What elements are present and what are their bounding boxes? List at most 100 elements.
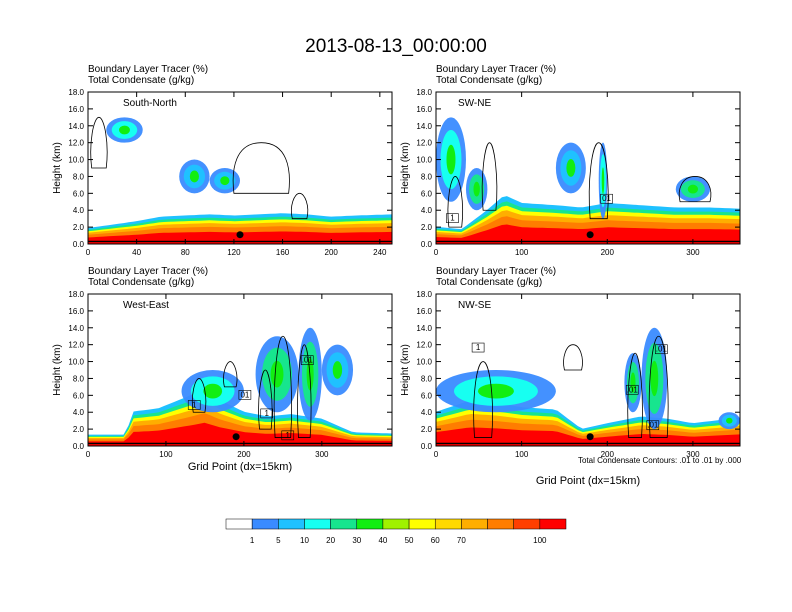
contour-label-box-1 xyxy=(238,390,252,400)
y-tick-label-2: 4.0 xyxy=(421,408,433,417)
subtitle-condensate: Total Condensate (g/kg) xyxy=(436,75,542,86)
condensate-contour-0 xyxy=(90,116,108,169)
plume-center-3 xyxy=(726,417,733,424)
plume-center-2 xyxy=(650,360,659,397)
colorbar-swatch-3 xyxy=(304,518,331,530)
condensate-contour-2 xyxy=(627,352,643,438)
contour-label-0: 1 xyxy=(450,214,455,223)
y-tick-label-5: 10.0 xyxy=(416,156,432,165)
condensate-contour-2 xyxy=(258,369,273,430)
colorbar-label-0: 1 xyxy=(250,536,255,545)
colorbar-swatch-0 xyxy=(225,518,253,530)
x-tick-label-5: 200 xyxy=(325,248,339,257)
colorbar-swatch-12 xyxy=(539,518,567,530)
y-tick-label-3: 6.0 xyxy=(421,189,433,198)
x-tick-label-0: 0 xyxy=(434,450,439,459)
y-tick-label-7: 14.0 xyxy=(68,122,84,131)
colorbar-swatch-1 xyxy=(251,518,279,530)
x-tick-label-1: 100 xyxy=(515,450,529,459)
plume-center-1 xyxy=(189,170,199,183)
x-tick-label-1: 100 xyxy=(515,248,529,257)
colorbar-swatch-10 xyxy=(487,518,514,530)
condensate-contour-4 xyxy=(297,344,312,438)
tracer-field: 1 01 1 .01 1 xyxy=(88,327,392,446)
condensate-contour-1 xyxy=(481,142,498,211)
subtitle-tracer: Boundary Layer Tracer (%) xyxy=(88,266,208,277)
y-tick-label-1: 2.0 xyxy=(73,223,85,232)
x-tick-label-2: 200 xyxy=(237,450,251,459)
plume-center-0 xyxy=(203,383,223,399)
tracer-layer-5 xyxy=(436,427,740,446)
panel-label: South-North xyxy=(123,98,177,109)
plot-frame xyxy=(87,91,393,245)
plot-frame xyxy=(435,293,741,447)
y-axis-label: Height (km) xyxy=(52,142,63,194)
y-tick-label-1: 2.0 xyxy=(421,223,433,232)
subtitle-condensate: Total Condensate (g/kg) xyxy=(88,277,194,288)
y-tick-label-5: 10.0 xyxy=(68,358,84,367)
y-tick-label-6: 12.0 xyxy=(416,341,432,350)
y-axis-label: Height (km) xyxy=(52,344,63,396)
x-tick-label-0: 0 xyxy=(86,248,91,257)
y-tick-label-8: 16.0 xyxy=(68,105,84,114)
condensate-contour-2 xyxy=(291,192,309,220)
plot-frame xyxy=(87,293,393,447)
contour-label-2: 1 xyxy=(264,409,269,418)
y-tick-label-3: 6.0 xyxy=(73,189,85,198)
y-tick-label-0: 0.0 xyxy=(421,240,433,249)
x-tick-label-2: 80 xyxy=(181,248,190,257)
y-tick-label-4: 8.0 xyxy=(73,172,85,181)
contour-label-1: .01 xyxy=(627,385,639,394)
x-tick-label-4: 160 xyxy=(276,248,290,257)
panel-west-east: Boundary Layer Tracer (%)Total Condensat… xyxy=(52,266,393,473)
y-tick-label-1: 2.0 xyxy=(421,425,433,434)
panels-group: Boundary Layer Tracer (%)Total Condensat… xyxy=(52,64,741,487)
y-tick-label-6: 12.0 xyxy=(68,341,84,350)
y-tick-label-7: 14.0 xyxy=(416,324,432,333)
panel-nw-se: Boundary Layer Tracer (%)Total Condensat… xyxy=(400,266,741,487)
x-tick-label-0: 0 xyxy=(434,248,439,257)
x-tick-label-2: 200 xyxy=(601,248,615,257)
panel-sw-ne: Boundary Layer Tracer (%)Total Condensat… xyxy=(400,64,741,257)
colorbar-swatch-2 xyxy=(278,518,305,530)
panel-south-north: Boundary Layer Tracer (%)Total Condensat… xyxy=(52,64,393,257)
tracer-layer-5 xyxy=(88,422,392,446)
plume-center-3 xyxy=(332,361,343,379)
colorbar-label-6: 50 xyxy=(405,536,414,545)
subtitle-condensate: Total Condensate (g/kg) xyxy=(436,277,542,288)
condensate-contour-1 xyxy=(563,344,583,371)
y-tick-label-2: 4.0 xyxy=(73,408,85,417)
y-axis-label: Height (km) xyxy=(400,344,411,396)
subtitle-condensate: Total Condensate (g/kg) xyxy=(88,75,194,86)
y-tick-label-1: 2.0 xyxy=(73,425,85,434)
tracer-field: 1 .01 .01 .01 xyxy=(436,327,740,446)
subtitle-tracer: Boundary Layer Tracer (%) xyxy=(436,266,556,277)
contour-label-box-3 xyxy=(646,420,660,431)
plume-center-1 xyxy=(473,181,480,197)
x-tick-label-3: 300 xyxy=(686,248,700,257)
y-tick-label-7: 14.0 xyxy=(68,324,84,333)
condensate-contour-0 xyxy=(191,378,207,413)
x-tick-label-1: 100 xyxy=(159,450,173,459)
contour-label-box-1 xyxy=(600,193,613,204)
y-tick-label-6: 12.0 xyxy=(416,139,432,148)
plume-center-2 xyxy=(566,159,576,177)
y-tick-label-4: 8.0 xyxy=(421,172,433,181)
y-tick-label-8: 16.0 xyxy=(416,105,432,114)
y-tick-label-4: 8.0 xyxy=(421,374,433,383)
colorbar-swatch-7 xyxy=(408,518,436,530)
contour-label-box-0 xyxy=(471,342,485,353)
y-tick-label-9: 18.0 xyxy=(416,88,432,97)
y-tick-label-0: 0.0 xyxy=(73,442,85,451)
x-tick-label-3: 300 xyxy=(315,450,329,459)
y-axis-label: Height (km) xyxy=(400,142,411,194)
condensate-contour-1 xyxy=(223,361,238,388)
y-tick-label-9: 18.0 xyxy=(416,290,432,299)
y-tick-label-2: 4.0 xyxy=(73,206,85,215)
colorbar-swatch-4 xyxy=(330,518,358,530)
panel-label: SW-NE xyxy=(458,98,491,109)
contour-label-box-0 xyxy=(446,213,459,223)
contour-label-box-4 xyxy=(281,430,295,441)
colorbar-label-5: 40 xyxy=(378,536,387,545)
x-tick-label-0: 0 xyxy=(86,450,91,459)
